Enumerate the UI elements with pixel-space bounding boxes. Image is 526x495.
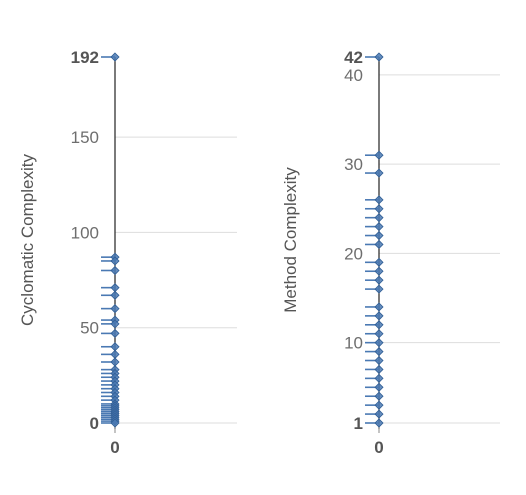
- x-tick-label: 0: [110, 438, 119, 457]
- data-point: [374, 400, 384, 410]
- data-point: [110, 283, 120, 293]
- data-point: [374, 409, 384, 419]
- data-point: [374, 311, 384, 321]
- data-point: [110, 418, 120, 428]
- data-point: [374, 195, 384, 205]
- data-point: [110, 265, 120, 276]
- y-tick-label: 100: [71, 223, 99, 242]
- data-point: [110, 319, 120, 329]
- data-point: [110, 357, 120, 367]
- data-point: [374, 284, 384, 294]
- data-point: [374, 329, 384, 339]
- data-point: [374, 230, 384, 241]
- x-tick-label: 0: [374, 438, 383, 457]
- data-point: [374, 213, 384, 223]
- data-point: [374, 257, 384, 267]
- data-point: [374, 275, 384, 285]
- data-point: [374, 373, 384, 383]
- y-tick-label: 10: [344, 334, 363, 353]
- data-point: [374, 338, 384, 348]
- y-min-label: 1: [354, 414, 363, 433]
- data-point: [374, 52, 384, 62]
- data-point: [374, 302, 384, 312]
- data-point: [374, 382, 384, 392]
- data-point: [374, 266, 384, 276]
- method-panel: 10 20 30 40 1 42 0 Method Complexity: [281, 48, 500, 457]
- y-tick-label: 20: [344, 244, 363, 263]
- data-point: [374, 418, 384, 428]
- data-point: [374, 168, 384, 178]
- y-tick-label: 40: [344, 66, 363, 85]
- data-point: [374, 347, 384, 357]
- cyclomatic-panel: 50 100 150 0 192 0 Cyclomatic Complexity: [18, 48, 237, 457]
- data-point: [374, 150, 384, 160]
- y-tick-label: 50: [80, 319, 99, 338]
- y-max-label: 42: [344, 48, 363, 67]
- data-point: [110, 304, 120, 314]
- y-max-label: 192: [71, 48, 99, 67]
- data-point: [374, 364, 384, 375]
- y-axis-title: Cyclomatic Complexity: [18, 154, 37, 326]
- y-tick-label: 30: [344, 155, 363, 174]
- data-point: [374, 222, 384, 232]
- data-point: [374, 320, 384, 330]
- data-point: [374, 391, 384, 401]
- data-point: [110, 52, 120, 62]
- data-point: [374, 239, 384, 250]
- data-point: [374, 204, 384, 214]
- data-point: [110, 290, 120, 300]
- y-min-label: 0: [90, 414, 99, 433]
- data-point: [110, 342, 120, 352]
- data-point: [110, 328, 120, 338]
- data-point: [374, 355, 384, 366]
- data-point: [110, 256, 120, 266]
- y-axis-title: Method Complexity: [281, 167, 300, 313]
- y-tick-label: 150: [71, 128, 99, 147]
- data-point: [110, 349, 120, 359]
